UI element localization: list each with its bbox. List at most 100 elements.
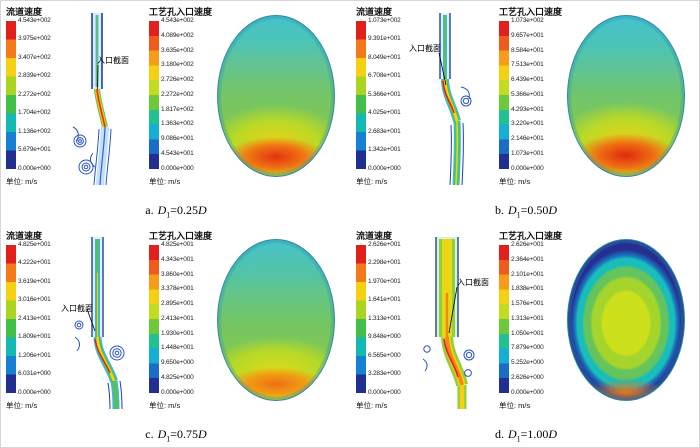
vortices [460,86,472,107]
annotation-leader-line [438,52,447,86]
colorbar-tick-label: 1.073e+002 [511,17,544,24]
flow-velocity-colorbar [6,245,16,393]
panel-caption: c. D1=0.75D [1,427,351,443]
annotation-leader-line [97,64,99,90]
caption-index: a. [145,203,154,217]
flow-channel-graphic [74,237,125,410]
colorbar-tick-label: 2.413e+001 [161,314,194,322]
colorbar-tick-label: 1.576e+001 [511,300,544,307]
vortices [422,345,475,377]
duct-top [435,237,459,337]
colorbar-tick-label: 1.050e+001 [511,329,544,337]
flow-channel-plot: 入口截面 [417,233,489,413]
caption-variable: D [157,427,167,441]
flow-velocity-colorbar-ticks: 4.543e+002 3.975e+002 3.407e+002 2.839e+002… [18,17,51,172]
flow-velocity-colorbar-ticks: 4.825e+001 4.222e+001 3.619e+001 3.016e+001… [18,241,51,396]
colorbar-tick-label: 2.272e+002 [161,90,194,98]
colorbar-tick-label: 1.206e+001 [18,351,51,359]
flow-channel-graphic [422,237,475,409]
colorbar-tick-label: 2.298e+001 [368,259,401,267]
colorbar-tick-label: 3.180e+002 [161,61,194,69]
flow-velocity-legend: 流道速度 4.543e+002 3.975e+002 3.407e+002 2.839… [6,5,51,187]
colorbar-tick-label: 1.838e+001 [511,285,544,293]
colorbar-tick-label: 4.343e+001 [161,255,194,263]
vortices [72,126,96,175]
colorbar-tick-label: 0.000e+000 [161,388,194,396]
flow-velocity-legend-title: 流道速度 [356,231,393,241]
colorbar-tick-label: 2.364e+001 [511,255,544,263]
inlet-velocity-legend-title: 工艺孔入口速度 [499,231,563,241]
inlet-velocity-legend: 工艺孔入口速度 2.626e+001 2.364e+001 2.101e+001 1.… [499,229,562,411]
colorbar-tick-label: 6.439e+001 [511,76,544,83]
colorbar-tick-label: 3.378e+001 [161,285,194,293]
colorbar-tick-label: 4.089e+002 [161,31,194,39]
flow-velocity-colorbar-ticks: 2.626e+001 2.298e+001 1.970e+001 1.641e+001… [368,241,401,396]
colorbar-tick-label: 2.626e+001 [511,241,544,248]
caption-subscript: 1 [516,434,521,444]
caption-ref-variable: D [198,203,207,217]
inlet-velocity-legend-title: 工艺孔入口速度 [149,231,213,241]
panel-b: 流道速度 1.073e+002 9.391e+001 8.049e+001 6.708… [351,1,699,225]
inlet-velocity-colorbar-ticks: 4.543e+002 4.089e+002 3.635e+002 3.180e+002… [161,17,194,172]
inlet-velocity-colorbar [149,21,159,169]
flow-channel-graphic [72,13,112,186]
inlet-velocity-legend: 工艺孔入口速度 4.825e+001 4.343e+001 3.860e+001 3.… [149,229,212,411]
colorbar-tick-label: 2.101e+001 [511,270,544,278]
colorbar-tick-label: 1.817e+002 [161,105,194,113]
caption-value: =0.75 [170,427,199,441]
colorbar-tick-label: 3.975e+002 [18,35,51,43]
duct-top [91,13,103,89]
colorbar-tick-label: 3.016e+001 [18,296,51,304]
inlet-velocity-legend-title: 工艺孔入口速度 [499,7,563,17]
caption-variable: D [157,203,167,217]
colorbar-tick-label: 8.049e+001 [368,53,401,61]
colorbar-tick-label: 2.895e+001 [161,300,194,307]
caption-index: c. [145,427,154,441]
colorbar-tick-label: 1.809e+001 [18,333,51,341]
caption-variable: D [507,427,517,441]
bend-jet [93,336,118,383]
colorbar-tick-label: 6.031e+000 [18,370,51,378]
inlet-velocity-legend: 工艺孔入口速度 1.073e+002 9.657e+001 8.584e+001 7.… [499,5,562,187]
unit-label: 单位: m/s [149,177,181,186]
colorbar-tick-label: 2.726e+002 [161,76,194,83]
colorbar-tick-label: 9.657e+001 [511,31,544,39]
colorbar-tick-label: 3.220e+001 [511,120,544,128]
colorbar-tick-label: 2.146e+001 [511,135,544,142]
flow-velocity-legend: 流道速度 4.825e+001 4.222e+001 3.619e+001 3.016… [6,229,51,411]
unit-label: 单位: m/s [499,401,531,410]
caption-value: =0.50 [520,203,549,217]
colorbar-tick-label: 2.839e+002 [18,72,51,80]
caption-subscript: 1 [166,210,171,220]
colorbar-tick-label: 2.272e+002 [18,90,51,98]
colorbar-tick-label: 2.413e+001 [18,314,51,322]
colorbar-tick-label: 4.222e+001 [18,259,51,267]
colorbar-tick-label: 2.683e+001 [368,127,401,135]
duct-top [91,237,104,337]
duct-top [439,13,451,79]
colorbar-tick-label: 1.930e+001 [161,329,194,337]
colorbar-tick-label: 6.708e+001 [368,72,401,80]
colorbar-tick-label: 0.000e+000 [368,388,401,396]
inlet-velocity-legend-title: 工艺孔入口速度 [149,7,213,17]
colorbar-tick-label: 1.073e+001 [511,149,544,157]
inlet-velocity-colorbar-ticks: 4.825e+001 4.343e+001 3.860e+001 3.378e+001… [161,241,194,396]
inlet-section-annotation: 入口截面 [97,56,129,65]
flow-velocity-legend-title: 流道速度 [356,7,393,17]
colorbar-tick-label: 3.635e+002 [161,46,194,54]
caption-subscript: 1 [166,434,171,444]
bend-jet [441,336,468,409]
unit-label: 单位: m/s [356,177,388,186]
colorbar-tick-label: 5.366e+001 [368,90,401,98]
colorbar-tick-label: 4.025e+001 [368,109,401,117]
caption-subscript: 1 [516,210,521,220]
inlet-velocity-colorbar [499,245,509,393]
colorbar-tick-label: 5.679e+001 [18,146,51,154]
flow-channel-graphic [438,13,472,186]
caption-value: =1.00 [520,427,549,441]
caption-ref-variable: D [198,427,207,441]
colorbar-tick-label: 5.252e+000 [511,359,544,366]
colorbar-tick-label: 0.000e+000 [18,164,51,172]
inlet-velocity-colorbar [499,21,509,169]
